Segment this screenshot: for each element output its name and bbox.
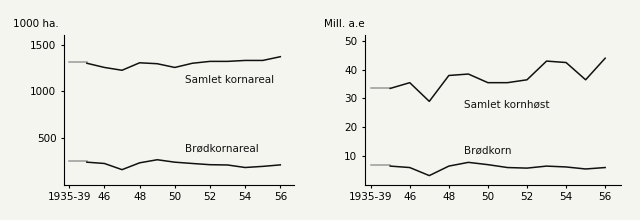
Text: Brødkorn: Brødkorn <box>465 146 512 156</box>
Text: Mill. a.e: Mill. a.e <box>324 19 364 29</box>
Text: Brødkornareal: Brødkornareal <box>186 144 259 154</box>
Text: Samlet kornareal: Samlet kornareal <box>186 75 275 85</box>
Text: Samlet kornhøst: Samlet kornhøst <box>465 100 550 110</box>
Text: 1000 ha.: 1000 ha. <box>13 19 59 29</box>
